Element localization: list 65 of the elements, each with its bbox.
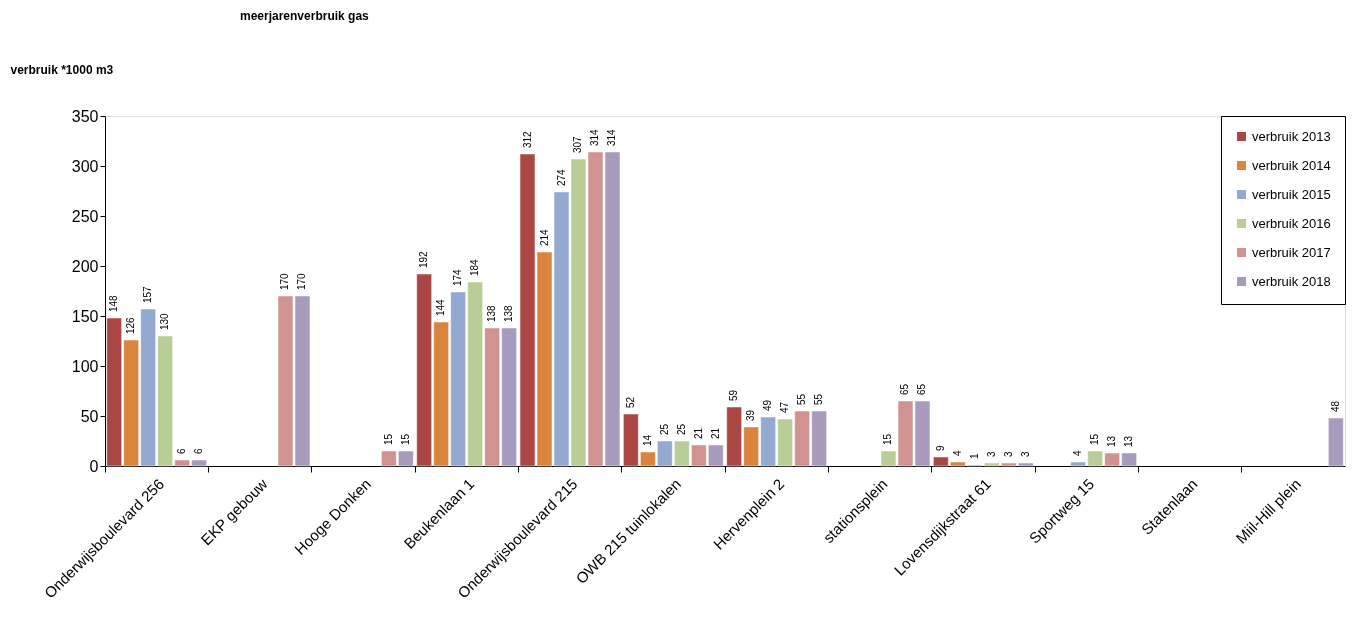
data-label: 21 bbox=[692, 427, 704, 439]
data-label: 39 bbox=[745, 409, 757, 421]
data-label: 214 bbox=[538, 228, 550, 246]
data-label: 48 bbox=[1329, 400, 1341, 412]
data-label: 25 bbox=[658, 423, 670, 435]
legend-label: verbruik 2014 bbox=[1252, 157, 1331, 173]
y-tick-label: 150 bbox=[71, 307, 99, 325]
data-label: 126 bbox=[125, 316, 137, 334]
data-label: 52 bbox=[624, 396, 636, 408]
y-tick-label: 200 bbox=[71, 257, 99, 275]
legend-label: verbruik 2018 bbox=[1252, 273, 1331, 289]
data-label: 138 bbox=[486, 304, 498, 322]
data-label: 15 bbox=[399, 433, 411, 445]
data-label: 21 bbox=[709, 427, 721, 439]
data-label: 312 bbox=[521, 130, 533, 148]
data-label: 15 bbox=[882, 433, 894, 445]
data-label: 130 bbox=[159, 312, 171, 330]
data-label: 13 bbox=[1123, 435, 1135, 447]
data-label: 170 bbox=[279, 272, 291, 290]
data-label: 1 bbox=[968, 453, 980, 459]
data-label: 9 bbox=[934, 445, 946, 451]
data-label: 4 bbox=[951, 450, 963, 456]
data-label: 144 bbox=[435, 298, 447, 316]
data-label: 3 bbox=[985, 451, 997, 457]
legend-label: verbruik 2015 bbox=[1252, 186, 1331, 202]
data-label: 192 bbox=[418, 250, 430, 268]
data-label: 314 bbox=[589, 128, 601, 146]
data-label: 59 bbox=[728, 389, 740, 401]
data-label: 25 bbox=[675, 423, 687, 435]
data-label: 6 bbox=[193, 448, 205, 454]
y-tick-label: 0 bbox=[89, 457, 99, 475]
y-tick-label: 50 bbox=[80, 407, 99, 425]
y-tick-label: 250 bbox=[71, 207, 99, 225]
y-tick-label: 300 bbox=[71, 157, 99, 175]
data-label: 55 bbox=[813, 393, 825, 405]
chart-title: meerjarenverbruik gas bbox=[240, 9, 370, 23]
data-label: 55 bbox=[796, 393, 808, 405]
data-label: 3 bbox=[1019, 451, 1031, 457]
data-label: 174 bbox=[452, 268, 464, 286]
data-label: 138 bbox=[503, 304, 515, 322]
bar bbox=[1328, 417, 1344, 467]
data-label: 65 bbox=[916, 383, 928, 395]
legend-label: verbruik 2017 bbox=[1252, 244, 1331, 260]
data-label: 15 bbox=[1089, 433, 1101, 445]
data-label: 15 bbox=[382, 433, 394, 445]
data-label: 148 bbox=[108, 294, 120, 312]
data-label: 65 bbox=[899, 383, 911, 395]
legend-label: verbruik 2013 bbox=[1252, 128, 1331, 144]
data-label: 184 bbox=[469, 258, 481, 276]
data-label: 4 bbox=[1072, 450, 1084, 456]
data-label: 307 bbox=[572, 135, 584, 153]
data-label: 13 bbox=[1106, 435, 1118, 447]
data-label: 6 bbox=[176, 448, 188, 454]
legend-label: verbruik 2016 bbox=[1252, 215, 1331, 231]
data-label: 47 bbox=[779, 401, 791, 413]
data-label: 274 bbox=[555, 168, 567, 186]
y-axis-title: verbruik *1000 m3 bbox=[10, 62, 114, 77]
data-label: 3 bbox=[1002, 451, 1014, 457]
y-tick-label: 100 bbox=[71, 357, 99, 375]
data-label: 314 bbox=[606, 128, 618, 146]
data-label: 157 bbox=[142, 285, 154, 303]
data-label: 14 bbox=[641, 434, 653, 446]
y-tick-label: 350 bbox=[71, 107, 99, 125]
data-label: 49 bbox=[762, 399, 774, 411]
data-label: 170 bbox=[296, 272, 308, 290]
